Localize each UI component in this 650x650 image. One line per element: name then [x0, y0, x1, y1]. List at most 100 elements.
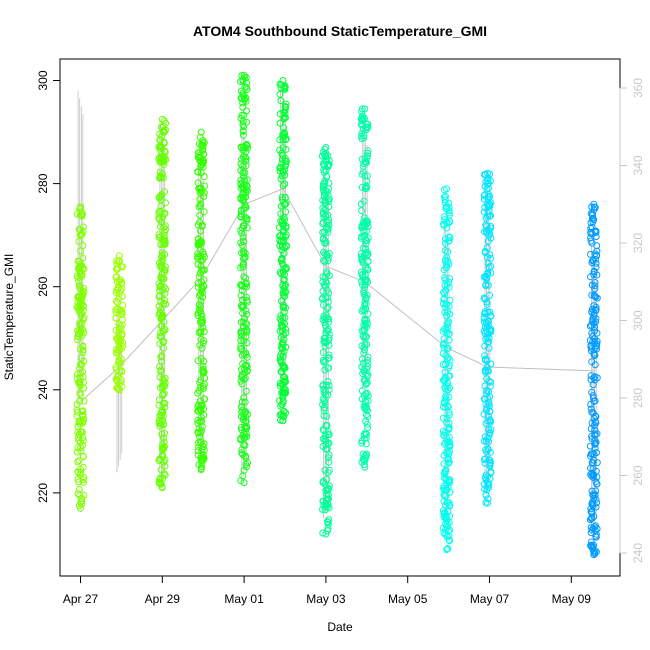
data-point: [238, 398, 246, 406]
data-point: [280, 385, 288, 393]
data-point: [195, 424, 203, 432]
data-point: [282, 264, 290, 272]
data-point: [360, 461, 368, 469]
data-point: [118, 321, 126, 329]
data-point: [237, 336, 245, 344]
data-point: [591, 292, 599, 300]
data-point: [197, 128, 205, 136]
data-point: [360, 334, 368, 342]
data-point: [444, 319, 452, 327]
data-point: [445, 424, 453, 432]
data-point: [201, 182, 208, 190]
data-point: [112, 306, 120, 314]
data-point: [589, 214, 597, 222]
data-point: [161, 228, 169, 236]
data-point: [194, 416, 202, 424]
data-point: [239, 127, 247, 135]
data-point: [162, 226, 169, 234]
y-tick-label: 220: [36, 483, 50, 503]
data-point: [360, 402, 368, 410]
data-point: [443, 280, 451, 288]
data-point: [200, 173, 208, 181]
data-point: [319, 479, 327, 487]
data-point: [197, 454, 205, 462]
data-point: [76, 379, 84, 387]
data-point: [323, 268, 331, 276]
data-point: [159, 240, 167, 248]
data-point: [75, 457, 83, 465]
data-point: [588, 472, 596, 480]
data-point: [280, 407, 288, 415]
data-point: [239, 432, 247, 440]
data-point: [156, 333, 164, 340]
data-point: [323, 251, 331, 258]
data-point: [159, 275, 167, 283]
x-tick-label: Apr 27: [63, 592, 99, 606]
data-point: [75, 277, 83, 285]
data-point: [77, 203, 84, 211]
data-point: [158, 173, 166, 181]
data-point: [74, 336, 82, 344]
x-tick-label: May 03: [306, 592, 346, 606]
data-point: [276, 119, 284, 127]
data-point: [74, 332, 82, 340]
data-point: [446, 275, 454, 283]
data-point: [196, 211, 204, 219]
data-point: [321, 228, 329, 236]
data-point: [589, 210, 596, 218]
data-point: [485, 344, 493, 352]
data-point: [321, 239, 329, 247]
data-point: [485, 377, 493, 385]
data-point: [484, 499, 491, 507]
data-point: [240, 71, 248, 79]
data-point: [155, 231, 163, 239]
data-point: [323, 279, 331, 287]
data-point: [237, 345, 245, 353]
data-point: [197, 184, 205, 192]
data-point: [320, 337, 328, 345]
data-point: [586, 322, 594, 330]
data-point: [237, 180, 245, 188]
data-point: [443, 382, 451, 390]
data-point: [325, 351, 333, 359]
data-point: [241, 83, 249, 91]
data-point: [325, 466, 333, 474]
data-point: [239, 153, 247, 161]
data-point: [197, 237, 205, 245]
data-point: [484, 435, 492, 443]
data-point: [237, 239, 245, 247]
data-point: [320, 180, 327, 188]
data-point: [443, 415, 451, 423]
data-point: [592, 487, 600, 495]
data-point: [239, 169, 247, 177]
data-point: [239, 131, 247, 139]
data-point: [79, 316, 87, 324]
data-point: [593, 499, 601, 507]
data-point: [325, 451, 333, 459]
data-point: [325, 318, 333, 326]
data-point: [441, 474, 449, 482]
data-point: [277, 81, 285, 89]
data-point: [324, 391, 332, 399]
data-point: [240, 273, 248, 281]
data-point: [440, 288, 448, 296]
data-point: [357, 253, 365, 261]
data-point: [592, 229, 600, 236]
data-point: [587, 219, 595, 227]
x-tick-label: May 01: [224, 592, 264, 606]
data-point: [441, 373, 449, 381]
data-point: [78, 408, 86, 416]
data-point: [77, 369, 85, 377]
data-point: [485, 400, 493, 408]
data-point: [441, 247, 449, 254]
data-point: [156, 168, 164, 176]
data-point: [482, 272, 490, 280]
data-point: [157, 144, 165, 152]
data-point: [276, 397, 283, 405]
data-point: [358, 387, 366, 395]
data-point: [446, 310, 454, 318]
data-point: [486, 448, 494, 456]
data-point: [279, 417, 287, 425]
data-point: [155, 194, 163, 202]
data-point: [442, 192, 449, 200]
